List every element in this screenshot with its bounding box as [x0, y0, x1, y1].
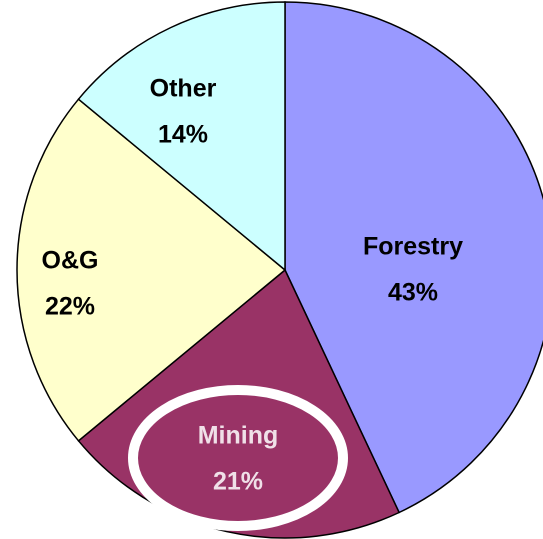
slice-label: Forestry — [363, 233, 463, 261]
highlight-ring — [128, 385, 348, 531]
slice-value-label: 14% — [158, 121, 208, 149]
pie — [16, 1, 543, 539]
pie-slice — [77, 268, 401, 539]
slice-label: Mining — [198, 422, 279, 450]
pie-slice — [16, 98, 287, 442]
slice-label: O&G — [42, 247, 99, 275]
slice-value-label: 21% — [213, 468, 263, 496]
slice-value-label: 22% — [45, 293, 95, 321]
slice-label: Other — [150, 75, 217, 103]
slice-value-label: 43% — [388, 279, 438, 307]
pie-slice — [284, 1, 543, 514]
pie-slice — [77, 1, 286, 272]
